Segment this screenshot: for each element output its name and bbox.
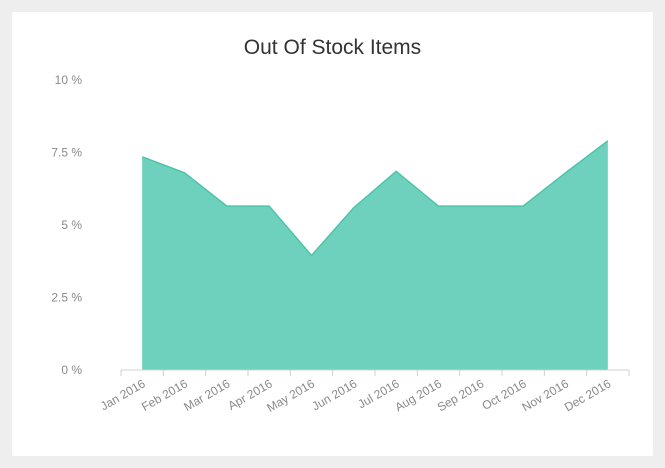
x-tick-label: Feb 2016 bbox=[139, 376, 190, 414]
x-axis bbox=[121, 370, 629, 376]
x-tick-label: Jan 2016 bbox=[98, 376, 148, 413]
x-tick-label: Jun 2016 bbox=[310, 376, 360, 413]
y-axis-labels: 0 % 2.5 % 5 % 7.5 % 10 % bbox=[51, 73, 82, 377]
area-fill bbox=[142, 141, 608, 370]
y-tick-label: 2.5 % bbox=[51, 291, 82, 305]
y-tick-label: 5 % bbox=[61, 218, 82, 232]
y-tick-label: 10 % bbox=[55, 73, 83, 87]
x-tick-label: Nov 2016 bbox=[520, 376, 572, 414]
x-tick-label: Sep 2016 bbox=[435, 376, 487, 414]
x-tick-label: Aug 2016 bbox=[392, 376, 444, 414]
area-layer bbox=[142, 141, 608, 370]
y-tick-label: 7.5 % bbox=[51, 146, 82, 160]
y-tick-label: 0 % bbox=[61, 363, 82, 377]
x-tick-label: Mar 2016 bbox=[181, 376, 232, 414]
x-tick-label: Dec 2016 bbox=[562, 376, 614, 414]
x-tick-label: May 2016 bbox=[264, 376, 317, 415]
chart-card: Out Of Stock Items 0 % 2.5 % 5 % 7.5 % 10 % … bbox=[12, 12, 653, 456]
